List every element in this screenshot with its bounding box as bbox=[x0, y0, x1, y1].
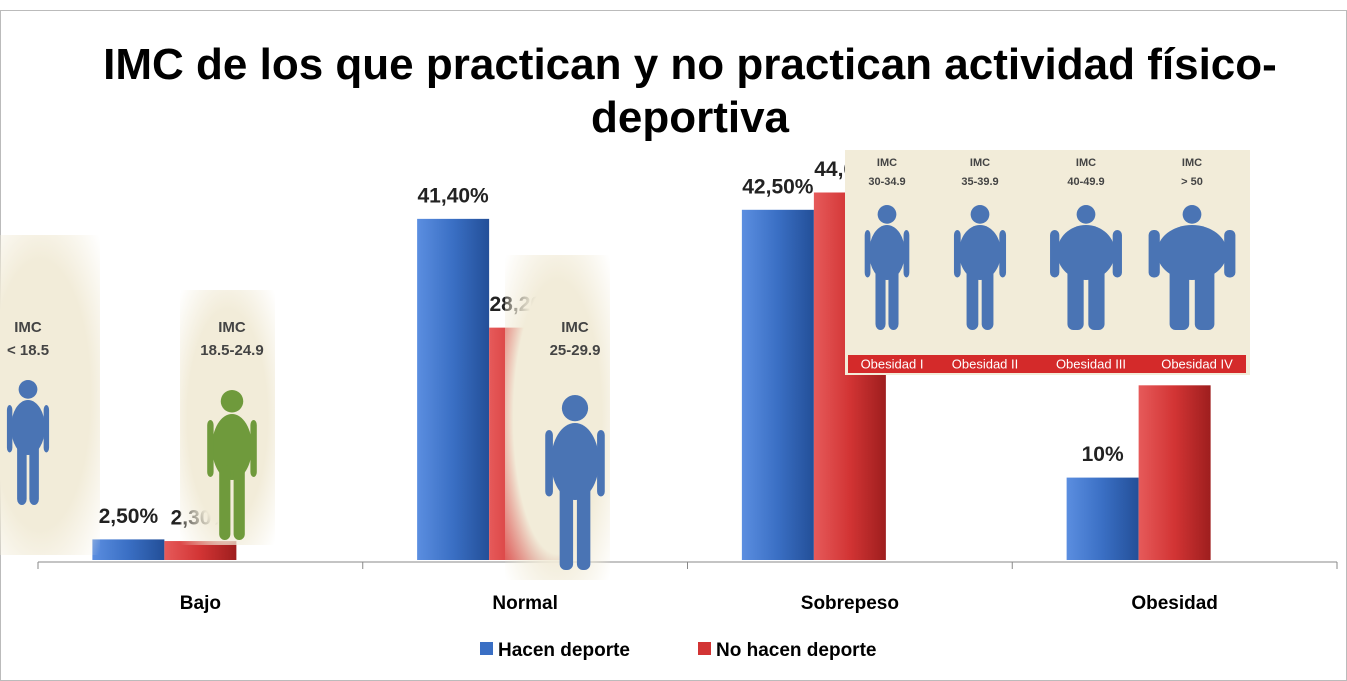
class-strip bbox=[848, 355, 1246, 373]
figure-arm bbox=[1112, 230, 1122, 278]
panel-label: IMC bbox=[1076, 157, 1096, 169]
legend-swatch bbox=[698, 642, 711, 655]
value-label: 41,40% bbox=[418, 184, 490, 207]
figure-body bbox=[1057, 225, 1115, 280]
imc-panel: IMC < 18.5 bbox=[0, 235, 100, 555]
figure-body bbox=[212, 414, 252, 480]
figure-arm bbox=[864, 230, 871, 278]
panel-bg bbox=[505, 255, 610, 580]
value-label: 42,50% bbox=[742, 175, 814, 198]
value-label: 10% bbox=[1082, 443, 1124, 466]
figure-head bbox=[18, 380, 38, 399]
figure-head bbox=[1076, 205, 1096, 224]
figure-leg bbox=[1088, 267, 1105, 330]
obesity-panel: IMC 30-34.9 Obesidad I IMC 35-39.9 Obesidad I… bbox=[845, 150, 1250, 375]
x-tick-label: Normal bbox=[492, 593, 557, 614]
class-label: Obesidad IV bbox=[1161, 356, 1233, 371]
figure-body bbox=[959, 225, 1001, 280]
figure-leg bbox=[1194, 267, 1215, 330]
figure-leg bbox=[888, 267, 899, 330]
figure-leg bbox=[219, 465, 231, 540]
panel-label: IMC bbox=[877, 157, 897, 169]
panel-range: 35-39.9 bbox=[961, 176, 998, 188]
figure-head bbox=[970, 205, 990, 224]
legend-label: No hacen deporte bbox=[716, 640, 876, 661]
panel-range: > 50 bbox=[1181, 176, 1203, 188]
figure-leg bbox=[875, 267, 886, 330]
bar bbox=[417, 218, 490, 560]
figure-body bbox=[11, 400, 45, 455]
x-tick-label: Obesidad bbox=[1131, 593, 1218, 614]
panel-bg bbox=[0, 235, 100, 555]
figure-arm bbox=[1050, 230, 1060, 278]
chart-title: IMC de los que practican y no practican … bbox=[103, 40, 1277, 142]
figure-leg bbox=[559, 482, 574, 570]
bar bbox=[1066, 477, 1139, 560]
figure-head bbox=[220, 390, 244, 413]
figure-leg bbox=[576, 482, 591, 570]
figure-arm bbox=[207, 420, 214, 477]
figure-body bbox=[551, 423, 599, 500]
x-tick-label: Sobrepeso bbox=[801, 593, 899, 614]
figure-body bbox=[1157, 225, 1227, 280]
figure-body bbox=[869, 225, 905, 280]
panel-range: 30-34.9 bbox=[868, 176, 905, 188]
class-label: Obesidad II bbox=[952, 356, 1019, 371]
figure-arm bbox=[250, 420, 257, 477]
figure-arm bbox=[953, 230, 961, 278]
panel-range: 40-49.9 bbox=[1067, 176, 1104, 188]
x-tick-label: Bajo bbox=[180, 593, 221, 614]
figure-leg bbox=[17, 442, 27, 505]
figure-arm bbox=[1224, 230, 1236, 278]
panel-range: 25-29.9 bbox=[550, 342, 601, 359]
figure-leg bbox=[981, 267, 994, 330]
figure-arm bbox=[903, 230, 910, 278]
figure-arm bbox=[43, 405, 50, 453]
figure-head bbox=[1182, 205, 1202, 224]
panel-label: IMC bbox=[14, 319, 42, 336]
panel-label: IMC bbox=[1182, 157, 1202, 169]
bar bbox=[92, 539, 165, 560]
panel-label: IMC bbox=[561, 319, 589, 336]
figure-leg bbox=[966, 267, 979, 330]
figure-leg bbox=[29, 442, 39, 505]
legend-swatch bbox=[480, 642, 493, 655]
figure-arm bbox=[597, 430, 605, 497]
figure-leg bbox=[233, 465, 245, 540]
bar bbox=[164, 541, 237, 560]
panel-label: IMC bbox=[218, 319, 246, 336]
bar bbox=[741, 209, 814, 561]
figure-leg bbox=[1067, 267, 1084, 330]
figure-arm bbox=[545, 430, 553, 497]
figure-leg bbox=[1169, 267, 1190, 330]
figure-head bbox=[561, 395, 589, 422]
figure-arm bbox=[999, 230, 1007, 278]
class-label: Obesidad III bbox=[1056, 356, 1126, 371]
value-label: 2,50% bbox=[99, 505, 159, 528]
figure-head bbox=[877, 205, 897, 224]
panel-range: 18.5-24.9 bbox=[200, 342, 263, 359]
imc-panel: IMC 18.5-24.9 bbox=[180, 290, 275, 545]
class-label: Obesidad I bbox=[861, 356, 924, 371]
bar bbox=[1138, 385, 1211, 560]
figure-arm bbox=[6, 405, 13, 453]
figure-arm bbox=[1148, 230, 1160, 278]
panel-range: < 18.5 bbox=[7, 342, 49, 359]
legend-label: Hacen deporte bbox=[498, 640, 630, 661]
imc-panel: IMC 25-29.9 bbox=[505, 255, 610, 580]
panel-label: IMC bbox=[970, 157, 990, 169]
